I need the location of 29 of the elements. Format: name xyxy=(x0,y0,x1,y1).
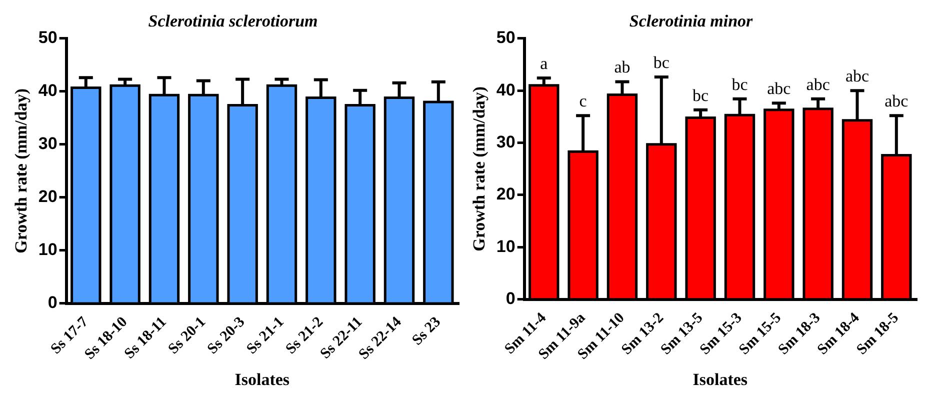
annotation: c xyxy=(579,92,588,111)
annotation: abc xyxy=(767,79,792,98)
y-axis-title: Growth rate (mm/day) xyxy=(12,88,31,254)
y-tick-label: 10 xyxy=(496,236,516,256)
y-tick-label: 10 xyxy=(38,240,58,260)
y-tick-label: 40 xyxy=(38,81,58,100)
y-axis-title: Growth rate (mm/day) xyxy=(470,86,489,252)
annotation: abc xyxy=(806,74,830,94)
y-tick-label: 40 xyxy=(496,80,516,100)
y-tick-label: 50 xyxy=(38,28,58,48)
y-tick-label: 30 xyxy=(38,134,58,154)
annotation: a xyxy=(540,54,548,74)
annotation: bc xyxy=(653,52,670,72)
y-tick-label: 30 xyxy=(496,132,516,152)
y-tick-label: 0 xyxy=(48,293,58,312)
chart-title: Sclerotinia minor xyxy=(629,12,754,31)
y-tick-label: 20 xyxy=(38,187,58,206)
y-tick-label: 50 xyxy=(496,28,516,48)
annotation: bc xyxy=(692,86,710,105)
annotation: abc xyxy=(845,66,870,86)
x-axis-title: Isolates xyxy=(692,370,748,390)
x-tick-label: Ss 23 xyxy=(409,314,444,349)
annotation: abc xyxy=(884,92,909,111)
x-axis-title: Isolates xyxy=(234,370,290,390)
chart-title: Sclerotinia sclerotiorum xyxy=(148,12,318,31)
annotation: bc xyxy=(732,74,748,94)
annotation: ab xyxy=(614,58,630,77)
y-tick-label: 0 xyxy=(506,289,516,308)
y-tick-label: 20 xyxy=(496,184,516,204)
